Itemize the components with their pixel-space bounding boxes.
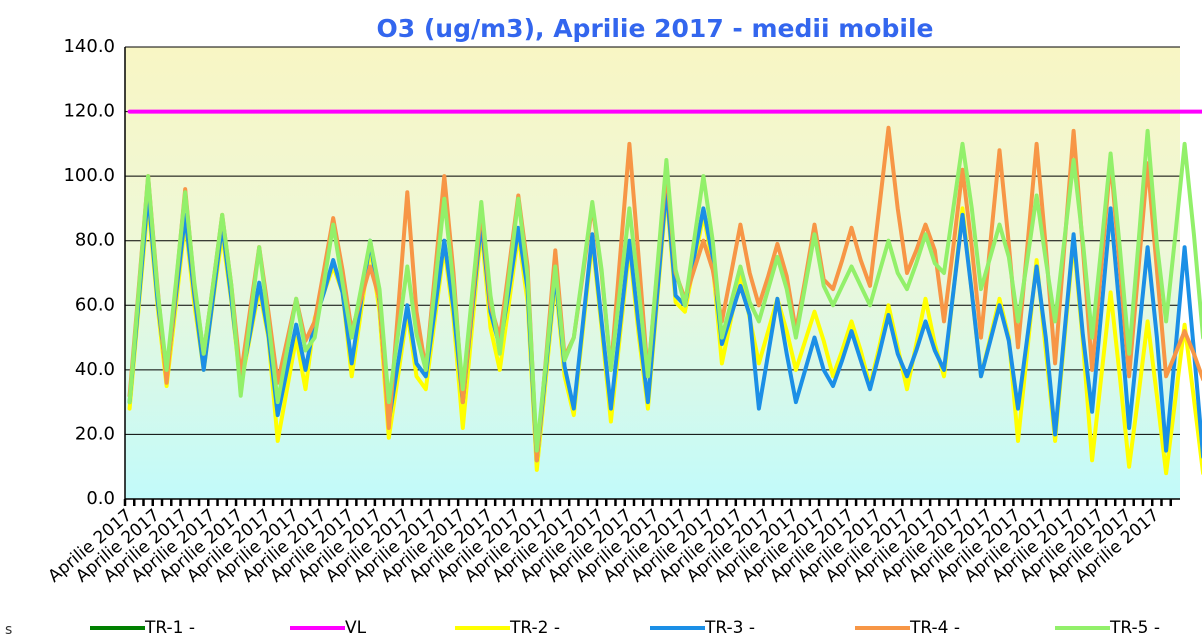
legend-label: TR-2 - bbox=[509, 618, 560, 638]
y-tick-label: 60.0 bbox=[75, 294, 115, 315]
y-tick-label: 20.0 bbox=[75, 423, 115, 444]
series-line bbox=[127, 128, 1202, 453]
fragment: s bbox=[5, 622, 12, 638]
legend-label: TR-1 - bbox=[144, 618, 195, 638]
legend-label: TR-4 - bbox=[909, 618, 960, 638]
chart-title: O3 (ug/m3), Aprilie 2017 - medii mobile bbox=[377, 14, 934, 43]
legend-label: VL bbox=[345, 618, 367, 638]
legend-label: TR-3 - bbox=[704, 618, 755, 638]
y-tick-label: 100.0 bbox=[63, 165, 115, 186]
legend-label: TR-5 - bbox=[1109, 618, 1160, 638]
y-tick-label: 80.0 bbox=[75, 230, 115, 251]
y-tick-label: 140.0 bbox=[63, 36, 115, 57]
y-tick-label: 120.0 bbox=[63, 101, 115, 122]
y-tick-label: 40.0 bbox=[75, 359, 115, 380]
y-tick-label: 0.0 bbox=[86, 488, 115, 509]
plot-area bbox=[125, 47, 1180, 499]
series-line bbox=[127, 183, 1202, 463]
